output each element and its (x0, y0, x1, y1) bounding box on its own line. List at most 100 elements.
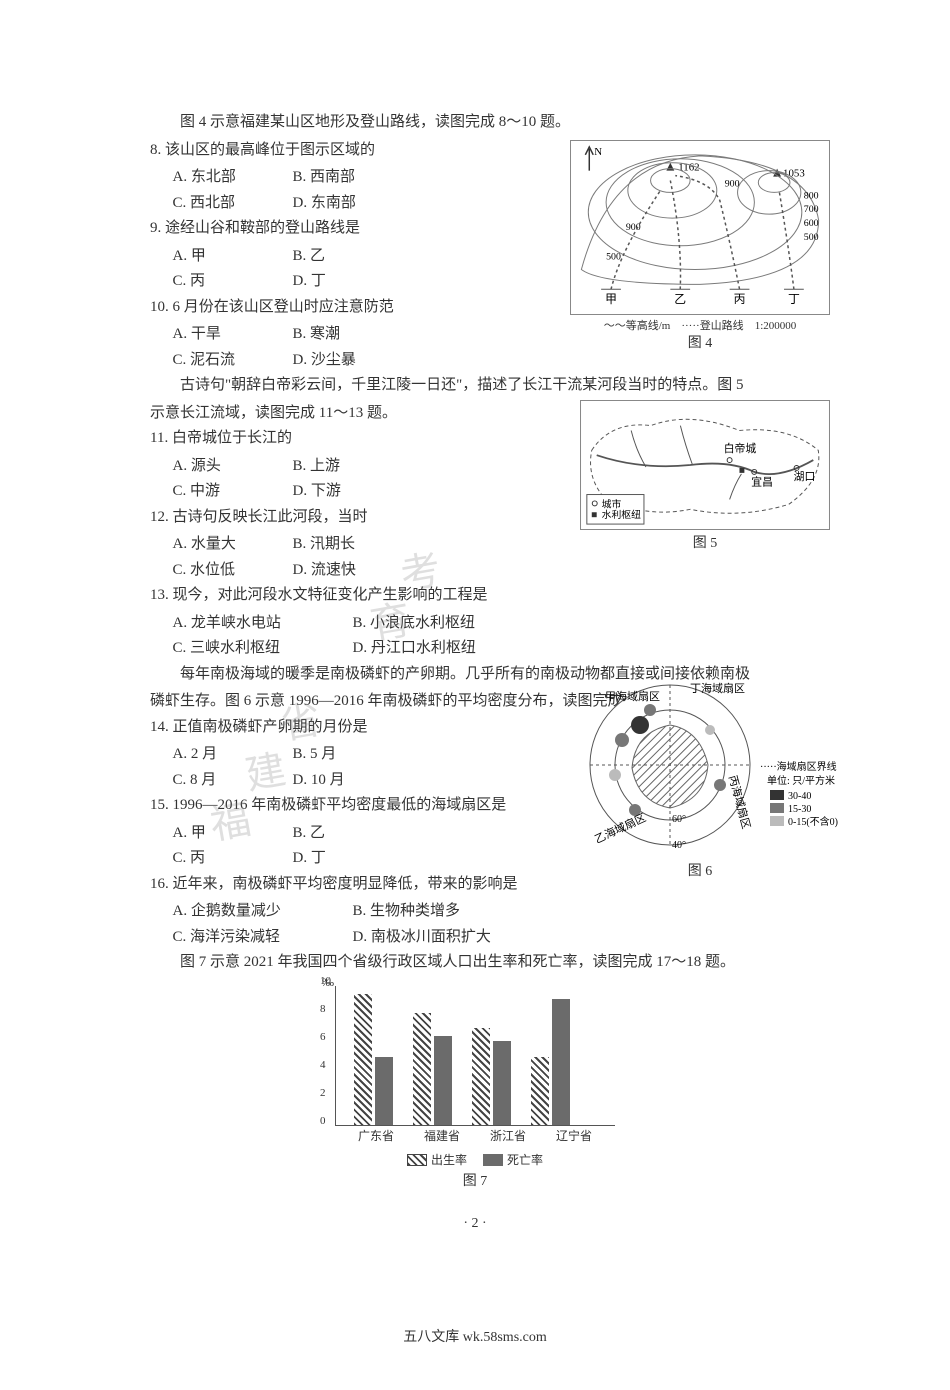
intro-q11-13-a: 古诗句"朝辞白帝彩云间，千里江陵一日还"，描述了长江干流某河段当时的特点。图 5 (150, 373, 800, 399)
x-category-label: 福建省 (413, 1126, 471, 1146)
topo-svg: N 1162 1053 800 700 600 500 900 900 甲 乙 (571, 141, 829, 314)
figure-6-map: 甲海域扇区 丁海域扇区 丙海域扇区 乙海域扇区 40° 60° ·····海域扇… (560, 670, 845, 860)
svg-text:900: 900 (626, 222, 641, 233)
bar-group (413, 1013, 452, 1125)
q15-option-c: C. 丙 (173, 846, 293, 872)
q16-option-d: D. 南极冰川面积扩大 (353, 925, 533, 951)
q11-option-d: D. 下游 (293, 479, 413, 505)
bar-solid (493, 1041, 511, 1125)
bar-hatched (354, 994, 372, 1124)
svg-text:城市: 城市 (602, 497, 622, 510)
svg-text:丁: 丁 (788, 292, 800, 306)
x-category-label: 浙江省 (479, 1126, 537, 1146)
bar-group (472, 1028, 511, 1125)
q12-option-b: B. 汛期长 (293, 532, 413, 558)
q8-option-b: B. 西南部 (293, 165, 413, 191)
q12-option-c: C. 水位低 (173, 558, 293, 584)
svg-text:60°: 60° (672, 814, 686, 825)
y-tick: 8 (320, 1000, 326, 1019)
q9-option-d: D. 丁 (293, 269, 413, 295)
q13-option-a: A. 龙羊峡水电站 (173, 611, 353, 637)
intro-q17-18: 图 7 示意 2021 年我国四个省级行政区域人口出生率和死亡率，读图完成 17… (150, 950, 800, 976)
q14-option-b: B. 5 月 (293, 742, 413, 768)
q11-option-b: B. 上游 (293, 454, 413, 480)
svg-text:宜昌: 宜昌 (751, 475, 773, 489)
svg-text:15-30: 15-30 (788, 804, 811, 815)
bar-hatched (413, 1013, 431, 1125)
q13-option-c: C. 三峡水利枢纽 (173, 636, 353, 662)
yangtze-svg: 白帝城 宜昌 湖口 城市 水利枢纽 (581, 401, 829, 529)
bar-hatched (531, 1057, 549, 1124)
page-number: · 2 · (150, 1212, 800, 1236)
q8-option-d: D. 东南部 (293, 191, 413, 217)
q15-option-a: A. 甲 (173, 821, 293, 847)
figure-7-chart: ‰ 0246810 广东省福建省浙江省辽宁省 出生率 死亡率 图 7 (335, 986, 615, 1195)
svg-text:600: 600 (804, 218, 819, 229)
q13-option-d: D. 丹江口水利枢纽 (353, 636, 533, 662)
y-tick: 10 (320, 972, 331, 991)
figure-6-caption: 图 6 (570, 860, 830, 880)
svg-text:500: 500 (606, 252, 621, 263)
figure-5-map: 白帝城 宜昌 湖口 城市 水利枢纽 (580, 400, 830, 530)
intro-q8-10: 图 4 示意福建某山区地形及登山路线，读图完成 8～10 题。 (150, 110, 800, 136)
svg-text:甲: 甲 (605, 292, 617, 306)
svg-text:30-40: 30-40 (788, 791, 811, 802)
q15-option-b: B. 乙 (293, 821, 413, 847)
q10-option-b: B. 寒潮 (293, 322, 413, 348)
q14-option-a: A. 2 月 (173, 742, 293, 768)
bar-solid (434, 1036, 452, 1124)
bar-hatched (472, 1028, 490, 1125)
q10-option-d: D. 沙尘暴 (293, 348, 413, 374)
legend-death: 死亡率 (507, 1150, 543, 1170)
y-tick: 4 (320, 1056, 326, 1075)
svg-text:0-15(不含0): 0-15(不含0) (788, 815, 838, 828)
figure-4-legend: ～～等高线/m ·····登山路线 1:200000 (570, 317, 830, 333)
svg-text:白帝城: 白帝城 (724, 441, 757, 455)
y-tick: 6 (320, 1028, 326, 1047)
svg-text:甲海域扇区: 甲海域扇区 (605, 689, 660, 703)
q9-option-b: B. 乙 (293, 244, 413, 270)
q16-option-b: B. 生物种类增多 (353, 899, 533, 925)
figure-7-caption: 图 7 (335, 1170, 615, 1194)
figure-5-caption: 图 5 (580, 532, 830, 552)
q16-option-c: C. 海洋污染减轻 (173, 925, 353, 951)
q8-option-c: C. 西北部 (173, 191, 293, 217)
q11-option-c: C. 中游 (173, 479, 293, 505)
q9-option-a: A. 甲 (173, 244, 293, 270)
q14-option-c: C. 8 月 (173, 768, 293, 794)
svg-text:40°: 40° (672, 840, 686, 851)
q8-option-a: A. 东北部 (173, 165, 293, 191)
q10-option-c: C. 泥石流 (173, 348, 293, 374)
svg-text:单位: 只/平方米: 单位: 只/平方米 (767, 774, 835, 787)
bar-group (354, 994, 393, 1124)
q11-option-a: A. 源头 (173, 454, 293, 480)
svg-text:·····海域扇区界线: ·····海域扇区界线 (760, 760, 837, 773)
legend-birth: 出生率 (431, 1150, 467, 1170)
svg-text:湖口: 湖口 (794, 470, 816, 483)
q9-option-c: C. 丙 (173, 269, 293, 295)
x-category-label: 广东省 (347, 1126, 405, 1146)
bar-solid (552, 999, 570, 1125)
x-category-label: 辽宁省 (545, 1126, 603, 1146)
q10-option-a: A. 干旱 (173, 322, 293, 348)
q14-option-d: D. 10 月 (293, 768, 413, 794)
figure-4-map: N 1162 1053 800 700 600 500 900 900 甲 乙 (570, 140, 830, 315)
svg-text:水利枢纽: 水利枢纽 (602, 508, 641, 521)
figure-4-caption: 图 4 (570, 332, 830, 352)
q12-option-a: A. 水量大 (173, 532, 293, 558)
svg-text:丁海域扇区: 丁海域扇区 (690, 681, 745, 695)
svg-text:500: 500 (804, 232, 819, 243)
q12-option-d: D. 流速快 (293, 558, 413, 584)
svg-text:丙: 丙 (734, 292, 746, 306)
q16-option-a: A. 企鹅数量减少 (173, 899, 353, 925)
bar-group (531, 999, 570, 1125)
y-tick: 0 (320, 1112, 326, 1131)
q13-option-b: B. 小浪底水利枢纽 (353, 611, 533, 637)
svg-text:800: 800 (804, 190, 819, 201)
chart-legend: 出生率 死亡率 (335, 1150, 615, 1170)
svg-text:乙: 乙 (674, 292, 686, 306)
q15-option-d: D. 丁 (293, 846, 413, 872)
bar-solid (375, 1057, 393, 1124)
footer-text: 五八文库 wk.58sms.com (150, 1326, 800, 1350)
antarctic-svg: 甲海域扇区 丁海域扇区 丙海域扇区 乙海域扇区 40° 60° ·····海域扇… (560, 670, 845, 860)
